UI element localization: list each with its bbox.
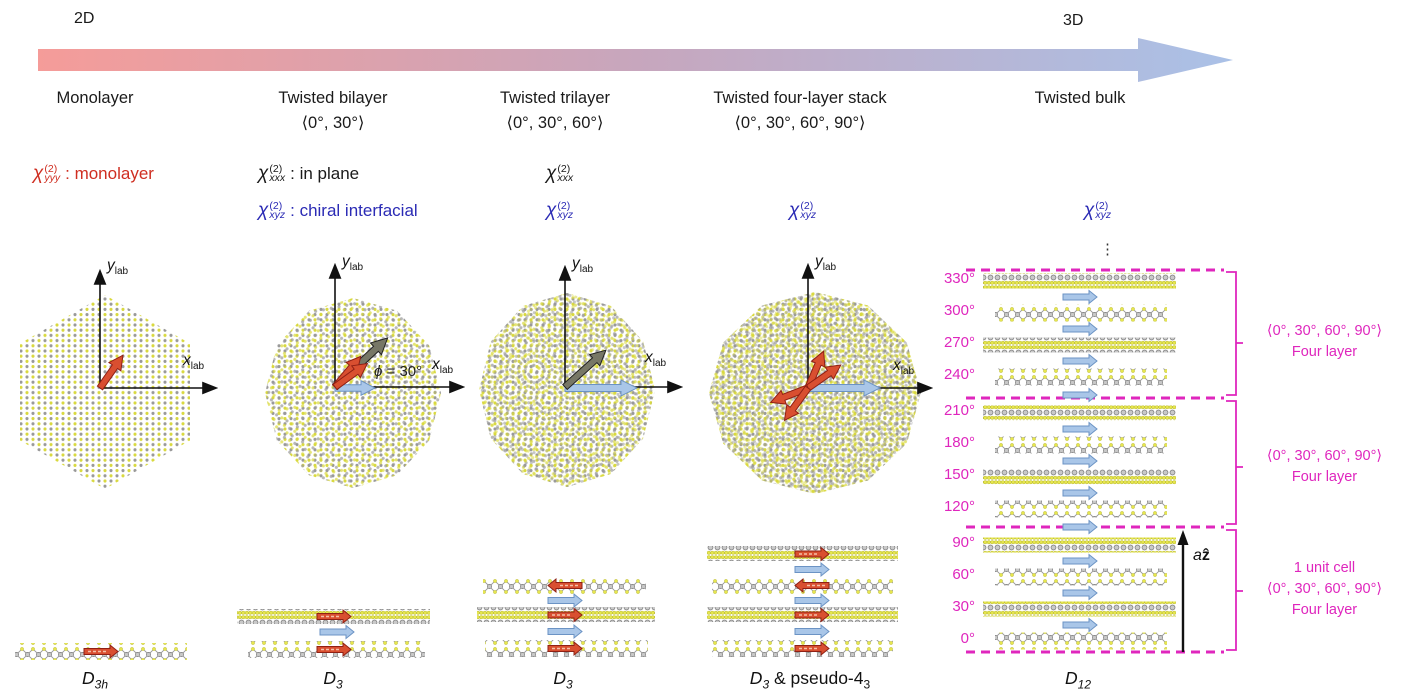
bulk-layers [983,273,1176,650]
dimension-label-3d: 3D [1063,12,1084,29]
y-axis-label-fourlayer: ylab [815,253,837,274]
symmetry-bilayer: D3 [323,668,343,692]
header-title: Monolayer [56,89,134,107]
bulk-angle-90: 90° [952,534,975,551]
bulk-angle-30: 30° [952,598,975,615]
bulk-angle-180: 180° [943,434,975,451]
header-title: Twisted trilayer [499,89,611,107]
x-axis-label-trilayer: xlab [645,349,667,370]
y-axis-label-bilayer: ylab [342,253,364,274]
chi-xyz-label-trilayer: χ (2) xyz [546,199,574,221]
group-brackets [1226,271,1243,651]
header-title: Twisted bilayer [278,89,388,107]
header-bilayer: Twisted bilayer ⟨0°, 30°⟩ [233,86,433,136]
bulk-angle-120: 120° [943,498,975,515]
chi-xyz-label-fourlayer: χ (2) xyz [789,199,817,221]
header-angles: ⟨0°, 30°, 60°⟩ [506,114,604,132]
bulk-angle-300: 300° [943,302,975,319]
sideview-fourlayer [707,546,898,657]
fourlayer-flake [709,292,921,494]
symmetry-fourlayer: D3 & pseudo-43 [749,668,871,692]
bulk-angle-240: 240° [943,366,975,383]
bulk-angle-270: 270° [943,334,975,351]
group-label-3: 1 unit cell ⟨0°, 30°, 60°, 90°⟩ Four lay… [1266,560,1383,618]
bulk-angle-330: 330° [943,270,975,287]
bulk-angle-0: 0° [960,630,975,647]
unit-cell-height-label: aẑ [1193,547,1210,564]
header-bulk: Twisted bulk [980,86,1180,111]
sideview-monolayer [15,643,187,660]
dimension-label-2d: 2D [74,10,95,27]
symmetry-bulk: D12 [1065,668,1091,692]
header-title: Twisted bulk [1034,89,1126,107]
bulk-angle-210: 210° [943,402,975,419]
bulk-angle-60: 60° [952,566,975,583]
monolayer-flake [20,295,190,489]
chi-yyy-label: χ (2) yyy: monolayer [33,162,154,184]
header-title: Twisted four-layer stack [713,89,887,107]
header-angles: ⟨0°, 30°, 60°, 90°⟩ [734,114,866,132]
bulk-angle-150: 150° [943,466,975,483]
chi-xxx-label-bilayer: χ (2) xxx: in plane [258,162,360,184]
chi-xyz-label-bulk: χ (2) xyz [1084,199,1112,221]
chi-xyz-label-bilayer: χ (2) xyz: chiral interfacial [258,199,418,221]
stack-continues-ellipsis: ⋮ [1100,241,1115,258]
group-label-2: ⟨0°, 30°, 60°, 90°⟩ Four layer [1266,448,1383,485]
header-trilayer: Twisted trilayer ⟨0°, 30°, 60°⟩ [455,86,655,136]
symmetry-monolayer: D3h [82,668,108,692]
y-axis-label-trilayer: ylab [572,255,594,276]
twist-angle-annotation: ϕ = 30° [374,363,423,380]
group-label-1: ⟨0°, 30°, 60°, 90°⟩ Four layer [1266,323,1383,360]
header-angles: ⟨0°, 30°⟩ [301,114,365,132]
sideview-trilayer [477,577,655,657]
symmetry-trilayer: D3 [553,668,573,692]
chi-xxx-label-trilayer: χ (2) xxx [546,162,574,184]
sideview-bilayer [237,609,430,658]
bulk-stack [966,268,1243,654]
dimension-gradient-arrow [38,38,1233,82]
x-axis-label-fourlayer: xlab [893,357,915,378]
z-axis-arrow [1177,530,1189,652]
bilayer-flake [265,298,441,488]
header-fourlayer: Twisted four-layer stack ⟨0°, 30°, 60°, … [670,86,930,136]
header-monolayer: Monolayer [15,86,175,111]
x-axis-label-monolayer: xlab [183,352,205,373]
x-axis-label-bilayer: xlab [432,356,454,377]
y-axis-label-monolayer: ylab [107,257,129,278]
